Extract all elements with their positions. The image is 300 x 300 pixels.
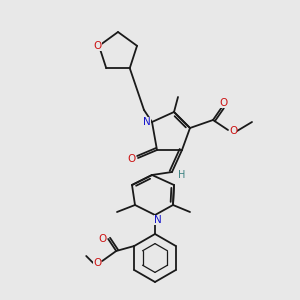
Text: H: H <box>178 170 186 180</box>
Text: N: N <box>154 215 162 225</box>
Text: O: O <box>94 41 102 51</box>
Text: N: N <box>143 117 151 127</box>
Text: O: O <box>219 98 227 108</box>
Text: O: O <box>93 258 101 268</box>
Text: O: O <box>127 154 135 164</box>
Text: O: O <box>229 126 237 136</box>
Text: O: O <box>98 234 106 244</box>
